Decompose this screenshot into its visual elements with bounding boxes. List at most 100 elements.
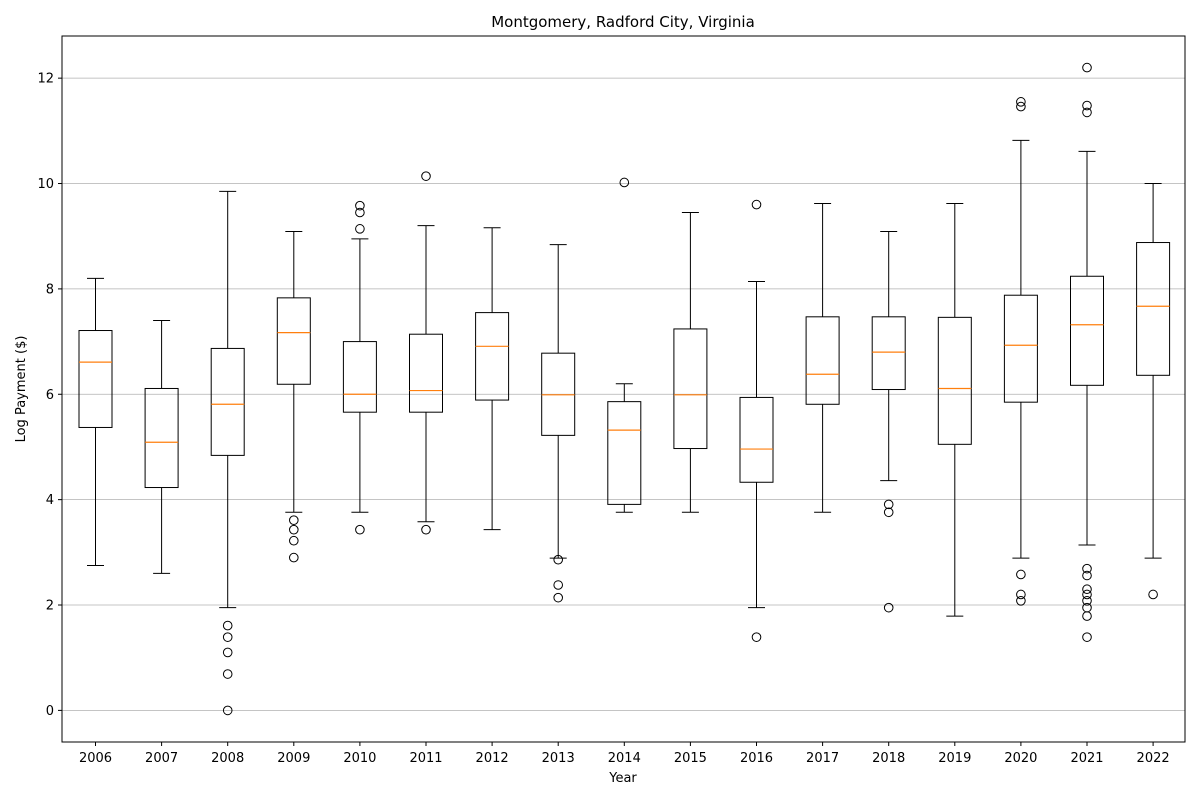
outlier-point: [1016, 589, 1026, 600]
outlier-point: [1082, 100, 1092, 111]
outlier-point: [1016, 97, 1026, 107]
x-tick-label: 2019: [938, 751, 971, 766]
outlier-point: [883, 602, 894, 613]
outlier-point: [222, 647, 233, 658]
outlier-point: [1082, 611, 1092, 621]
axes: 0 2 4 6 8 10 12 2006 2007 2008 2009 2010 2011 2012 201…: [37, 35, 1186, 766]
box-2009: [276, 230, 311, 563]
iqr-box: [276, 297, 311, 385]
box-2012: [475, 227, 510, 531]
box-2015: [673, 212, 708, 513]
outlier-point: [883, 507, 894, 518]
outlier-point: [289, 515, 299, 525]
x-tick-label: 2014: [608, 751, 641, 766]
plot-frame: [61, 35, 1186, 743]
x-tick-label: 2021: [1070, 751, 1103, 766]
y-tick-label: 4: [46, 493, 54, 508]
outlier-point: [1082, 589, 1092, 600]
outlier-point: [1082, 107, 1092, 118]
outlier-point: [355, 207, 365, 218]
outlier-point: [1016, 569, 1026, 580]
outlier-point: [883, 499, 894, 510]
outlier-point: [751, 199, 762, 210]
iqr-box: [1070, 275, 1104, 386]
outlier-point: [421, 171, 431, 181]
y-tick-label: 10: [37, 177, 54, 192]
outlier-point: [1082, 570, 1092, 581]
box-2010: [342, 200, 377, 535]
outlier-point: [553, 580, 564, 590]
outlier-point: [289, 535, 299, 546]
box-2016: [739, 199, 774, 642]
outlier-point: [222, 620, 233, 631]
box-2011: [409, 171, 443, 535]
outlier-point: [355, 200, 365, 211]
x-tick-label: 2008: [211, 751, 244, 766]
outlier-point: [222, 632, 233, 642]
outlier-point: [289, 524, 299, 535]
box-2021: [1070, 62, 1104, 642]
x-tick-label: 2011: [409, 751, 442, 766]
chart-title: Montgomery, Radford City, Virginia: [491, 13, 755, 31]
iqr-box: [937, 316, 972, 445]
y-tick-label: 6: [46, 388, 54, 403]
x-tick-label: 2013: [542, 751, 575, 766]
outlier-point: [222, 669, 233, 679]
y-tick-label: 2: [46, 599, 54, 614]
iqr-box: [342, 341, 377, 413]
outlier-point: [619, 177, 630, 188]
iqr-box: [1136, 242, 1171, 376]
iqr-box: [409, 333, 443, 413]
x-tick-label: 2012: [476, 751, 509, 766]
y-tick-label: 12: [37, 72, 54, 87]
outlier-point: [421, 524, 431, 535]
x-axis-label: Year: [608, 771, 637, 786]
outlier-point: [553, 554, 564, 565]
iqr-box: [673, 328, 708, 450]
box-2008: [210, 190, 245, 716]
iqr-box: [1003, 294, 1038, 403]
outlier-point: [1082, 632, 1092, 642]
iqr-box: [607, 401, 642, 505]
box-2007: [144, 320, 179, 574]
outlier-point: [355, 524, 365, 535]
outlier-point: [751, 632, 762, 642]
outlier-point: [1082, 62, 1092, 73]
y-tick-label: 8: [46, 282, 54, 297]
box-2017: [805, 203, 840, 513]
y-tick-label: 0: [46, 704, 54, 719]
iqr-box: [144, 387, 179, 489]
box-2018: [871, 230, 906, 613]
x-tick-label: 2016: [740, 751, 773, 766]
box-2006: [78, 277, 113, 566]
iqr-box: [78, 330, 113, 428]
iqr-box: [210, 347, 245, 456]
outlier-point: [1082, 563, 1092, 574]
iqr-box: [871, 316, 906, 391]
outlier-point: [553, 592, 564, 603]
x-tick-label: 2009: [277, 751, 310, 766]
grid-lines: [62, 77, 1185, 711]
x-tick-label: 2017: [806, 751, 839, 766]
outlier-point: [1016, 596, 1026, 606]
iqr-box: [475, 312, 510, 401]
outlier-point: [222, 705, 233, 716]
x-tick-label: 2018: [872, 751, 905, 766]
outlier-point: [1082, 596, 1092, 606]
outlier-point: [1082, 584, 1092, 595]
iqr-box: [805, 316, 840, 405]
x-tick-label: 2020: [1004, 751, 1037, 766]
y-axis-label: Log Payment ($): [14, 336, 29, 443]
iqr-box: [739, 396, 774, 483]
outlier-point: [355, 224, 365, 234]
outlier-point: [1148, 589, 1158, 600]
box-2014: [607, 177, 642, 513]
box-2019: [937, 203, 972, 617]
x-tick-label: 2010: [343, 751, 376, 766]
box-plot-series: [78, 62, 1171, 716]
x-tick-label: 2015: [674, 751, 707, 766]
x-tick-label: 2007: [145, 751, 178, 766]
box-2020: [1003, 97, 1038, 606]
box-2013: [541, 244, 576, 603]
